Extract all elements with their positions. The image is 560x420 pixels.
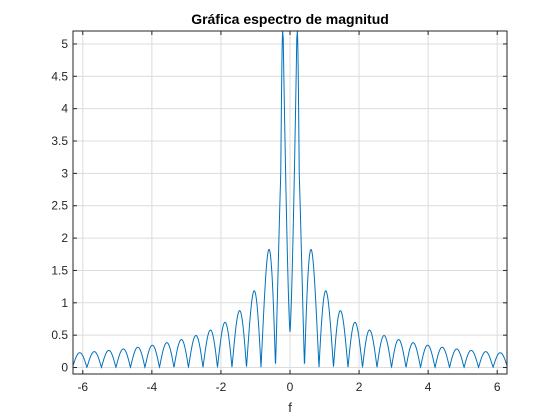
x-ticks: -6 -4 -2 0 2 4 6 bbox=[77, 31, 501, 394]
plot-area bbox=[72, 31, 508, 369]
y-tick-label: 4 bbox=[61, 102, 68, 116]
y-ticks: 0 0.5 1 1.5 2 2.5 3 3.5 4 4.5 5 bbox=[51, 37, 507, 375]
chart-title: Gráfica espectro de magnitud bbox=[191, 11, 389, 27]
y-tick-label: 2 bbox=[61, 231, 68, 245]
x-tick-label: 6 bbox=[494, 380, 501, 394]
series-line bbox=[72, 31, 508, 369]
x-tick-label: -2 bbox=[216, 380, 227, 394]
y-tick-label: 4.5 bbox=[51, 69, 68, 83]
x-tick-label: -4 bbox=[147, 380, 158, 394]
y-tick-label: 1.5 bbox=[51, 263, 68, 277]
y-tick-label: 2.5 bbox=[51, 199, 68, 213]
y-tick-label: 1 bbox=[61, 296, 68, 310]
x-tick-label: 0 bbox=[287, 380, 294, 394]
y-tick-label: 3.5 bbox=[51, 134, 68, 148]
grid-lines bbox=[73, 31, 507, 374]
x-axis-label: f bbox=[288, 400, 292, 415]
y-tick-label: 3 bbox=[61, 166, 68, 180]
y-tick-label: 0.5 bbox=[51, 328, 68, 342]
x-tick-label: 4 bbox=[425, 380, 432, 394]
y-tick-label: 5 bbox=[61, 37, 68, 51]
x-tick-label: 2 bbox=[356, 380, 363, 394]
x-tick-label: -6 bbox=[77, 380, 88, 394]
y-tick-label: 0 bbox=[61, 361, 68, 375]
